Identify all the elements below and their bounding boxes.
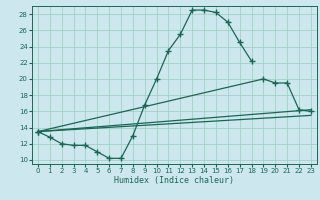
X-axis label: Humidex (Indice chaleur): Humidex (Indice chaleur)	[115, 176, 234, 185]
